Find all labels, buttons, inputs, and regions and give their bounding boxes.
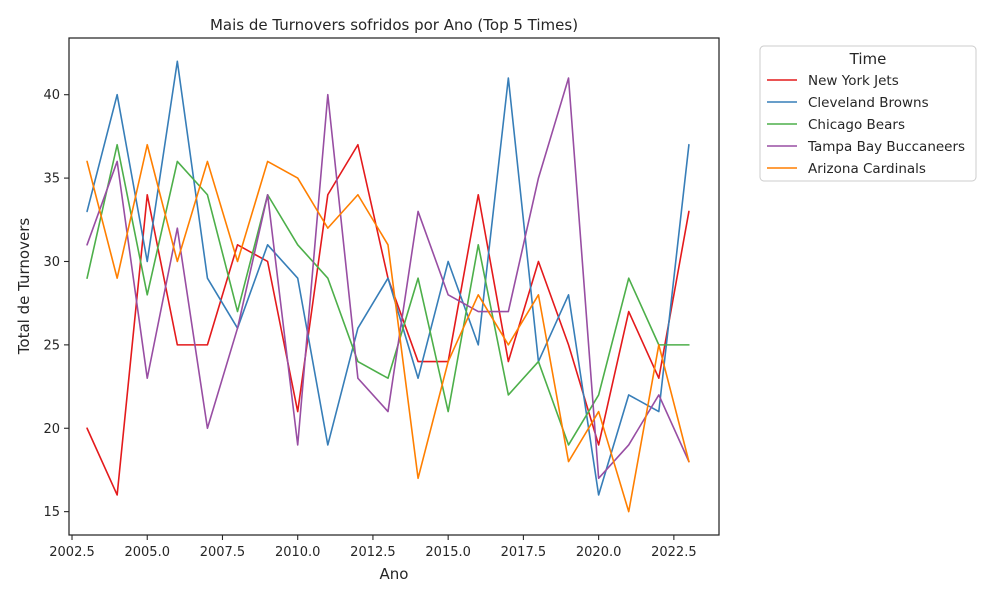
x-tick-label: 2015.0 <box>425 545 471 560</box>
series-line-4 <box>86 143 690 513</box>
legend-entry-label: Chicago Bears <box>808 117 905 133</box>
legend-entry-label: Arizona Cardinals <box>808 161 926 177</box>
y-tick-label: 20 <box>43 422 60 437</box>
x-tick-label: 2012.5 <box>350 545 396 560</box>
x-axis: 2002.5 2005.0 2007.5 2010.0 2012.5 2015.0 2017… <box>49 535 697 560</box>
legend-frame <box>759 45 977 182</box>
legend-entry-label: New York Jets <box>808 73 899 89</box>
y-axis: 15 20 25 30 35 40 <box>43 88 69 520</box>
series-line-3 <box>86 77 690 480</box>
legend: Time New York Jets Cleveland Browns Chicag… <box>759 45 977 182</box>
y-tick-label: 25 <box>43 338 60 353</box>
chart-title: Mais de Turnovers sofridos por Ano (Top … <box>210 16 578 34</box>
plot-frame <box>68 37 720 536</box>
x-tick-label: 2017.5 <box>501 545 547 560</box>
x-tick-label: 2005.0 <box>124 545 170 560</box>
x-tick-label: 2020.0 <box>576 545 622 560</box>
y-tick-label: 30 <box>43 255 60 270</box>
x-axis-label: Ano <box>380 565 409 583</box>
legend-items: New York Jets Cleveland Browns Chicago Bea… <box>767 73 965 177</box>
series-line-2 <box>86 143 690 446</box>
series-group <box>86 60 690 513</box>
legend-entry-label: Tampa Bay Buccaneers <box>807 139 965 155</box>
legend-entry-label: Cleveland Browns <box>808 95 929 111</box>
x-tick-label: 2010.0 <box>275 545 321 560</box>
y-tick-label: 40 <box>43 88 60 103</box>
x-tick-label: 2002.5 <box>49 545 95 560</box>
x-tick-label: 2022.5 <box>651 545 697 560</box>
legend-title: Time <box>849 50 887 68</box>
y-axis-label: Total de Turnovers <box>15 218 33 356</box>
y-tick-label: 15 <box>43 505 60 520</box>
y-tick-label: 35 <box>43 172 60 187</box>
x-tick-label: 2007.5 <box>200 545 246 560</box>
